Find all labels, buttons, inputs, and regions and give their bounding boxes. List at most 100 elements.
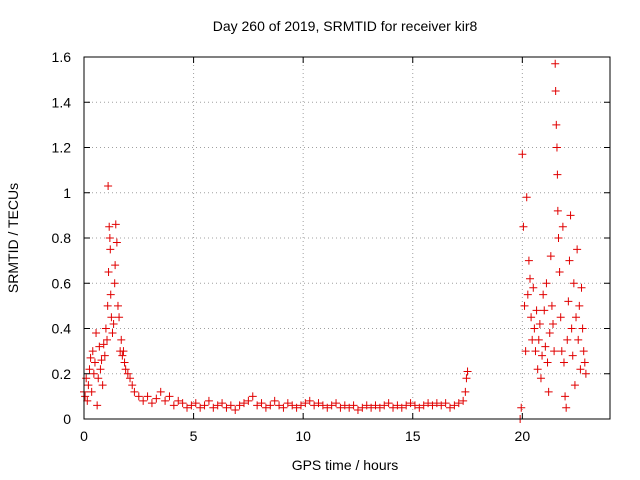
data-point — [541, 342, 550, 351]
data-point — [106, 290, 115, 299]
data-point — [288, 401, 297, 410]
data-point — [524, 256, 533, 265]
data-point — [279, 403, 288, 412]
data-point — [532, 306, 541, 315]
data-point — [332, 399, 341, 408]
data-point — [539, 290, 548, 299]
data-point — [239, 399, 248, 408]
x-tick-label: 20 — [515, 428, 531, 444]
x-tick-label: 0 — [80, 428, 88, 444]
data-point — [402, 401, 411, 410]
data-point — [89, 369, 98, 378]
data-point — [283, 399, 292, 408]
data-point — [565, 256, 574, 265]
y-tick-label: 1.4 — [52, 94, 72, 110]
data-point — [389, 403, 398, 412]
data-point — [98, 381, 107, 390]
data-point — [88, 347, 97, 356]
data-point — [547, 301, 556, 310]
data-point — [384, 399, 393, 408]
data-point — [529, 283, 538, 292]
data-point — [538, 351, 547, 360]
data-point — [575, 301, 584, 310]
data-point — [406, 399, 415, 408]
x-axis-label: GPS time / hours — [292, 457, 399, 473]
data-point — [462, 374, 471, 383]
data-point — [580, 358, 589, 367]
data-point — [562, 403, 571, 412]
data-point — [200, 401, 209, 410]
data-point — [577, 283, 586, 292]
data-point — [563, 335, 572, 344]
data-point — [327, 401, 336, 410]
data-point — [545, 329, 554, 338]
data-point — [540, 306, 549, 315]
data-point — [574, 335, 583, 344]
data-point — [81, 392, 90, 401]
data-point — [119, 347, 128, 356]
data-point — [165, 392, 174, 401]
data-point — [111, 220, 120, 229]
data-point — [85, 365, 94, 374]
y-tick-label: 0.4 — [52, 321, 72, 337]
data-point — [552, 120, 561, 129]
data-point — [115, 313, 124, 322]
data-point — [550, 347, 559, 356]
data-point — [209, 403, 218, 412]
data-point — [93, 401, 102, 410]
data-point — [367, 403, 376, 412]
data-point — [415, 403, 424, 412]
data-point — [535, 319, 544, 328]
data-point — [275, 401, 284, 410]
data-point — [546, 252, 555, 261]
data-point — [92, 329, 101, 338]
data-point — [292, 403, 301, 412]
data-point — [117, 335, 126, 344]
data-point — [187, 401, 196, 410]
data-point — [454, 399, 463, 408]
data-point — [558, 222, 567, 231]
data-point — [523, 290, 532, 299]
data-point — [521, 347, 530, 356]
data-point — [519, 222, 528, 231]
data-point — [559, 358, 568, 367]
data-point — [301, 399, 310, 408]
data-point — [543, 358, 552, 367]
data-point — [567, 324, 576, 333]
data-point — [108, 329, 117, 338]
data-point — [152, 394, 161, 403]
data-points — [80, 59, 590, 423]
data-point — [336, 403, 345, 412]
data-point — [459, 396, 468, 405]
data-point — [581, 369, 590, 378]
data-point — [174, 396, 183, 405]
data-point — [235, 401, 244, 410]
data-point — [566, 211, 575, 220]
data-point — [561, 392, 570, 401]
data-point — [244, 396, 253, 405]
y-tick-label: 0.8 — [52, 230, 72, 246]
data-point — [314, 399, 323, 408]
data-point — [564, 297, 573, 306]
data-point — [554, 234, 563, 242]
data-point — [557, 347, 566, 356]
data-point — [105, 222, 114, 231]
data-point — [544, 387, 553, 396]
grid-lines — [84, 57, 610, 419]
data-point — [397, 403, 406, 412]
data-point — [552, 143, 561, 152]
chart-title: Day 260 of 2019, SRMTID for receiver kir… — [213, 18, 478, 34]
data-point — [570, 381, 579, 390]
data-point — [100, 351, 109, 360]
data-point — [266, 401, 275, 410]
data-point — [549, 319, 558, 328]
data-point — [213, 401, 222, 410]
data-point — [553, 170, 562, 179]
data-point — [90, 358, 99, 367]
data-point — [432, 399, 441, 408]
data-point — [261, 403, 270, 412]
data-point — [96, 365, 105, 374]
data-point — [371, 401, 380, 410]
data-point — [553, 206, 562, 215]
